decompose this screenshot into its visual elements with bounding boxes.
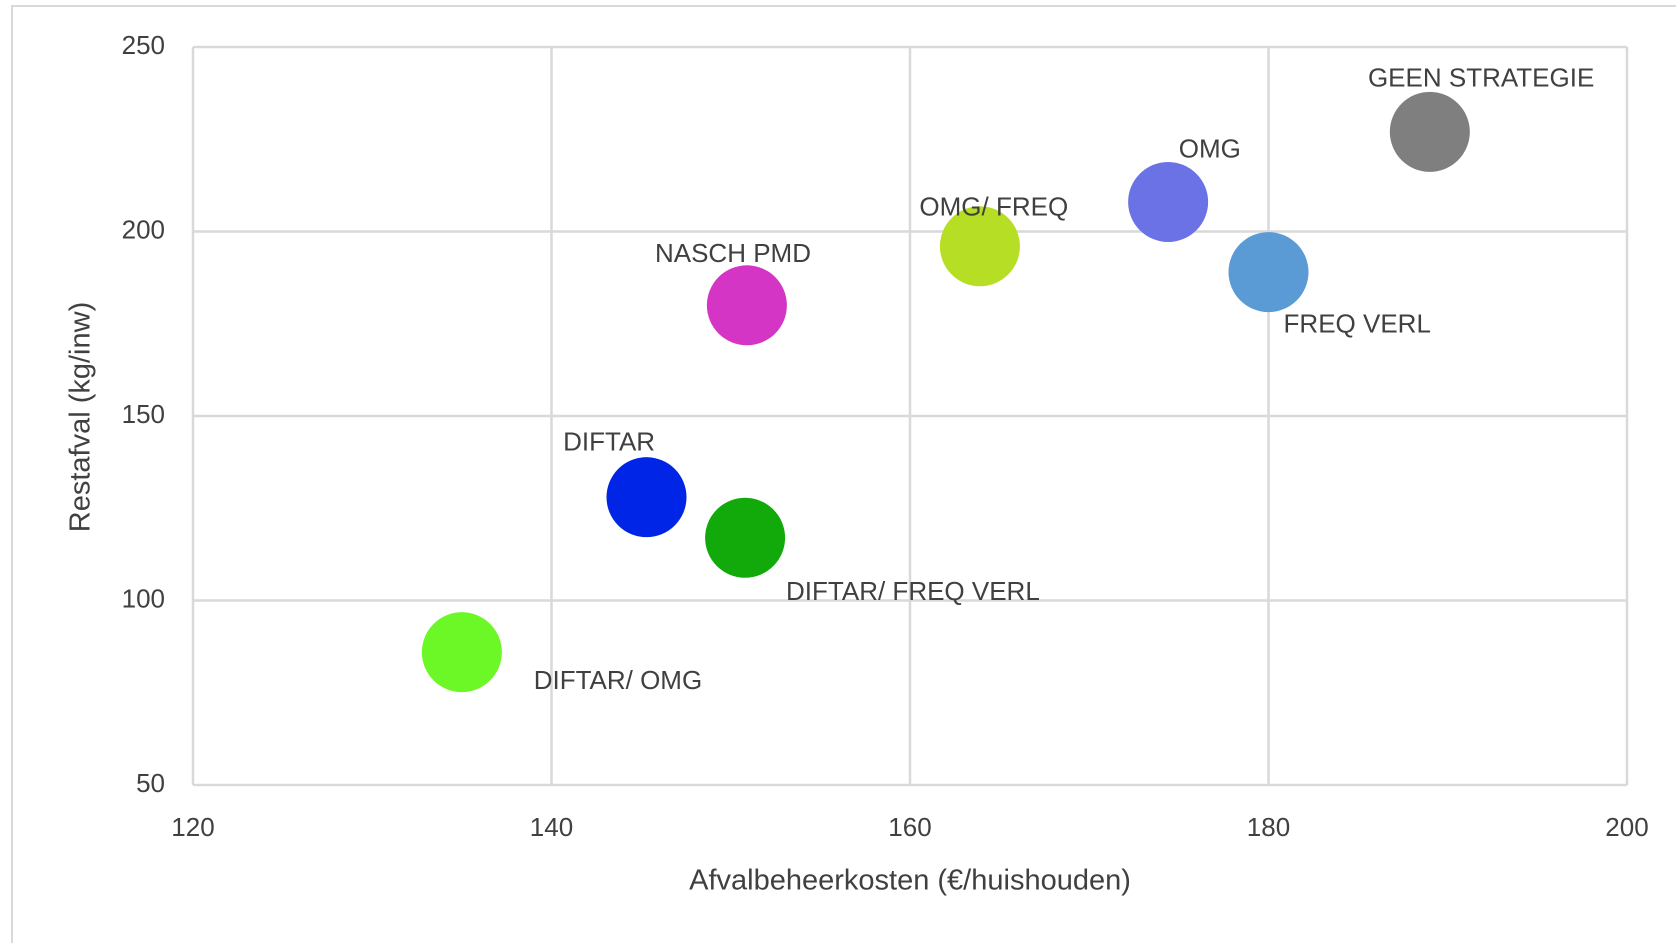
bubble — [705, 497, 786, 578]
bubble — [939, 206, 1020, 287]
point-label: FREQ VERL — [1284, 308, 1431, 338]
bubble — [606, 457, 687, 538]
bubble — [706, 265, 787, 346]
point-label: OMG/ FREQ — [919, 192, 1068, 222]
y-tick-label: 200 — [122, 214, 165, 244]
bubble — [1228, 232, 1309, 313]
point-label: DIFTAR — [563, 427, 655, 457]
point-label: OMG — [1179, 134, 1241, 164]
x-tick-label: 160 — [888, 812, 931, 842]
y-tick-label: 150 — [122, 399, 165, 429]
y-tick-label: 50 — [136, 768, 165, 798]
point-label: GEEN STRATEGIE — [1368, 62, 1594, 92]
bubble — [1389, 91, 1470, 172]
y-axis-title: Restafval (kg/inw) — [65, 302, 97, 532]
point-label: DIFTAR/ FREQ VERL — [786, 576, 1040, 606]
x-axis-title: Afvalbeheerkosten (€/huishouden) — [689, 865, 1131, 897]
point-label: NASCH PMD — [655, 238, 811, 268]
x-tick-label: 120 — [171, 812, 214, 842]
chart-frame — [11, 5, 1676, 943]
y-tick-label: 100 — [122, 583, 165, 613]
bubble — [1128, 161, 1209, 242]
point-label: DIFTAR/ OMG — [534, 665, 703, 695]
x-tick-label: 180 — [1247, 812, 1290, 842]
bubble — [421, 612, 502, 693]
y-tick-label: 250 — [122, 30, 165, 60]
x-tick-label: 140 — [530, 812, 573, 842]
x-tick-label: 200 — [1605, 812, 1648, 842]
